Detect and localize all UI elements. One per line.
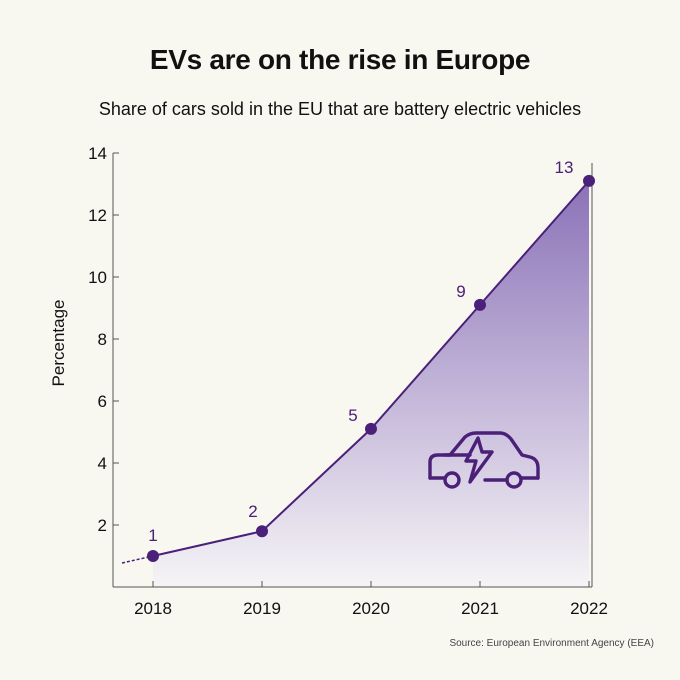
data-label: 9 <box>456 282 465 301</box>
x-tick-label: 2018 <box>134 599 172 618</box>
y-tick-labels: 2 4 6 8 10 12 14 <box>88 144 107 535</box>
data-point <box>365 422 377 435</box>
data-point <box>583 174 595 187</box>
data-point <box>147 550 159 562</box>
data-point <box>474 298 486 311</box>
data-points <box>147 174 595 562</box>
y-tick-label: 8 <box>98 330 107 349</box>
data-label: 2 <box>248 502 257 521</box>
x-tick-labels: 2018 2019 2020 2021 2022 <box>134 599 608 618</box>
source-note: Source: European Environment Agency (EEA… <box>449 638 654 649</box>
y-axis-label: Percentage <box>49 300 68 387</box>
x-tick-label: 2021 <box>461 599 499 618</box>
electric-car-icon <box>428 431 540 489</box>
y-tick-label: 2 <box>98 516 107 535</box>
axes <box>112 152 593 588</box>
area-fill <box>153 180 589 587</box>
y-tick-label: 12 <box>88 206 107 225</box>
data-label: 1 <box>148 526 157 545</box>
x-tick-label: 2020 <box>352 599 390 618</box>
x-tick-label: 2022 <box>570 599 608 618</box>
y-tick-label: 4 <box>98 454 107 473</box>
y-tick-label: 10 <box>88 268 107 287</box>
chart-title: EVs are on the rise in Europe <box>149 44 531 75</box>
data-labels: 1 2 5 9 13 <box>148 158 573 545</box>
data-label: 13 <box>555 158 574 177</box>
data-label: 5 <box>348 406 357 425</box>
x-tick-label: 2019 <box>243 599 281 618</box>
y-tick-label: 6 <box>98 392 107 411</box>
y-tick-label: 14 <box>88 144 107 163</box>
data-point <box>256 525 268 538</box>
chart-subtitle: Share of cars sold in the EU that are ba… <box>98 99 582 119</box>
